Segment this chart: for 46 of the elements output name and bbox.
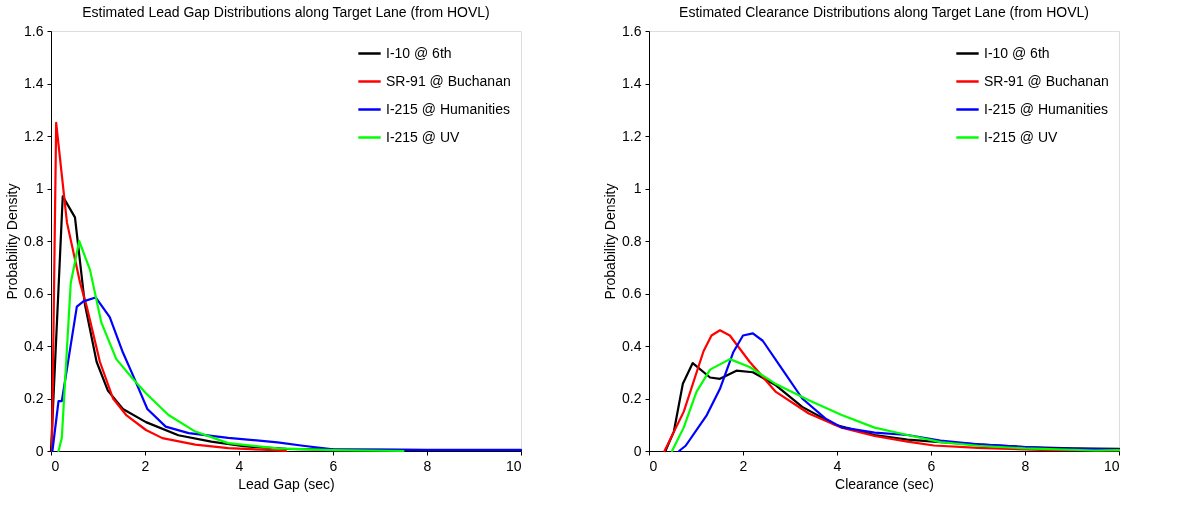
y-tick-label: 0 (35, 442, 44, 459)
legend-label: I-10 @ 6th (984, 44, 1050, 61)
line-series (57, 239, 405, 453)
legend-label: SR-91 @ Buchanan (386, 72, 511, 89)
legend-label: SR-91 @ Buchanan (984, 72, 1109, 89)
y-tick-label: 0.8 (24, 232, 44, 249)
x-tick-label: 6 (329, 457, 338, 474)
x-tick-label: 4 (235, 457, 244, 474)
x-tick-label: 8 (423, 457, 432, 474)
y-tick-label: 0 (633, 442, 642, 459)
legend-label: I-10 @ 6th (386, 44, 452, 61)
x-axis-title: Clearance (sec) (835, 475, 934, 492)
legend-label: I-215 @ UV (984, 128, 1059, 145)
y-tick-label: 1.4 (24, 75, 44, 91)
y-tick-label: 0.4 (24, 337, 44, 354)
y-tick-label: 0.2 (24, 390, 44, 406)
y-tick-label: 1.6 (24, 22, 44, 39)
x-tick-label: 10 (505, 457, 522, 474)
chart-title: Estimated Lead Gap Distributions along Target Lane (from HOVL) (82, 4, 490, 20)
legend-label: I-215 @ UV (386, 128, 461, 145)
y-tick-label: 0.6 (622, 285, 642, 301)
x-tick-label: 2 (141, 457, 150, 474)
x-tick-label: 10 (1103, 457, 1120, 474)
y-tick-label: 1.4 (622, 75, 642, 91)
x-tick-label: 0 (649, 457, 658, 474)
y-tick-label: 0.6 (24, 285, 44, 301)
line-series (50, 121, 288, 453)
x-tick-label: 4 (833, 457, 842, 474)
legend-label: I-215 @ Humanities (386, 100, 510, 117)
y-axis-title: Probability Density (602, 183, 619, 300)
y-tick-label: 0.2 (622, 390, 642, 406)
y-tick-label: 0.8 (622, 232, 642, 249)
x-tick-label: 2 (739, 457, 748, 474)
chart-title: Estimated Clearance Distributions along Target Lane (from HOVL) (679, 4, 1089, 20)
x-tick-label: 0 (51, 457, 60, 474)
x-tick-label: 6 (927, 457, 936, 474)
y-tick-label: 1.2 (24, 127, 44, 144)
y-tick-label: 1 (633, 180, 642, 196)
x-axis-title: Lead Gap (sec) (238, 475, 335, 492)
y-tick-label: 0.4 (622, 337, 642, 354)
y-axis-title: Probability Density (4, 183, 21, 300)
legend-label: I-215 @ Humanities (984, 100, 1108, 117)
y-tick-label: 1.2 (622, 127, 642, 144)
x-tick-label: 8 (1021, 457, 1030, 474)
y-tick-label: 1.6 (622, 22, 642, 39)
y-tick-label: 1 (35, 180, 44, 196)
